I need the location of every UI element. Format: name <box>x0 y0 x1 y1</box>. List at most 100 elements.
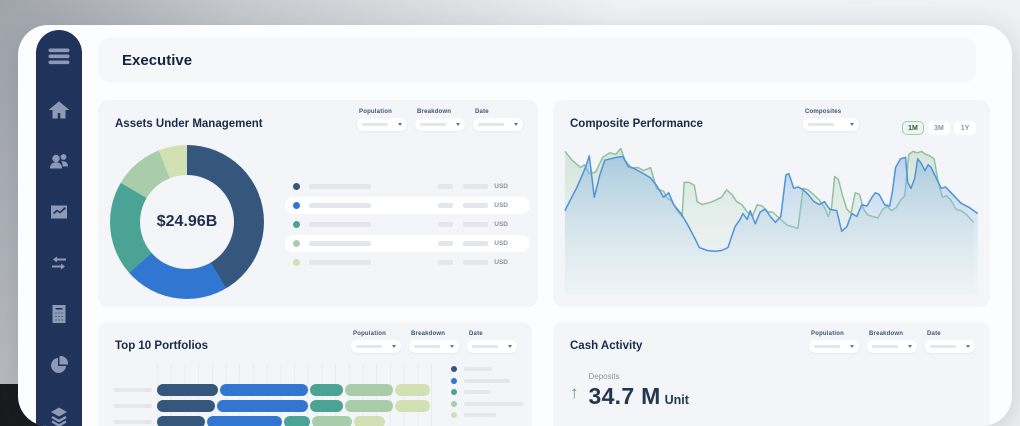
chevron-down-icon <box>398 123 402 126</box>
cash-filters: Population Breakdown Date <box>809 331 975 353</box>
placeholder-bar <box>472 344 498 349</box>
calculator-icon[interactable] <box>49 304 69 324</box>
placeholder-bar <box>463 241 489 246</box>
bar-segment <box>345 384 394 396</box>
bar-segment <box>344 400 393 412</box>
legend-dot <box>293 221 300 228</box>
legend-dot <box>451 389 457 395</box>
filter-select-date[interactable] <box>467 340 517 353</box>
legend-row[interactable]: USD <box>285 254 530 271</box>
legend-row[interactable]: USD <box>285 197 530 214</box>
composite-blue-line <box>564 155 979 253</box>
card-title: Assets Under Management <box>115 118 263 130</box>
filter-select-population[interactable] <box>809 340 859 353</box>
transactions-icon[interactable] <box>49 253 69 273</box>
filter-label: Breakdown <box>411 331 446 337</box>
currency-label: USD <box>494 259 508 266</box>
card-title: Top 10 Portfolios <box>115 340 209 352</box>
legend-row[interactable]: USD <box>285 216 530 233</box>
legend-item[interactable] <box>451 389 524 395</box>
filter-date: Date <box>467 331 517 353</box>
holdings-icon[interactable] <box>49 406 69 426</box>
legend-item[interactable] <box>451 377 524 384</box>
card-assets-under-management: Assets Under Management Population Breakd… <box>98 100 538 307</box>
placeholder-bar <box>356 344 382 349</box>
filter-label: Date <box>469 331 483 337</box>
filter-select-breakdown[interactable] <box>415 118 465 131</box>
filter-label: Population <box>811 331 844 337</box>
bar-segment <box>394 400 430 412</box>
performance-icon[interactable] <box>49 202 69 222</box>
placeholder-bar <box>420 122 446 127</box>
clients-icon[interactable] <box>49 151 69 171</box>
placeholder-bar <box>478 122 504 127</box>
filter-select-date[interactable] <box>925 340 975 353</box>
top10-rows <box>114 362 432 426</box>
portfolio-row[interactable] <box>114 416 432 426</box>
range-button-3m[interactable]: 3M <box>928 121 950 135</box>
home-icon[interactable] <box>49 100 69 120</box>
legend-dot <box>451 400 457 407</box>
placeholder-bar <box>362 122 388 127</box>
card-composite-performance: Composite Performance Composites 1M 3M 1Y <box>553 100 990 307</box>
aum-donut-chart[interactable]: $24.96B <box>110 145 264 299</box>
chevron-down-icon <box>450 345 454 348</box>
filter-breakdown: Breakdown <box>867 331 917 353</box>
bar-segment <box>312 416 353 426</box>
placeholder-bar <box>464 378 510 383</box>
placeholder-bar <box>814 344 840 349</box>
sidebar-nav <box>49 100 69 426</box>
range-button-1m[interactable]: 1M <box>902 121 924 135</box>
chevron-down-icon <box>850 345 854 348</box>
legend-row[interactable]: USD <box>285 178 530 195</box>
placeholder-bar <box>808 122 834 127</box>
filter-select-breakdown[interactable] <box>867 340 917 353</box>
placeholder-bar <box>464 413 496 417</box>
up-arrow-icon: ↑ <box>570 383 579 402</box>
placeholder-bar <box>309 241 371 246</box>
row-label-placeholder <box>114 419 152 425</box>
app-window: Executive Assets Under Management Popula… <box>18 25 1012 426</box>
filter-population: Population <box>809 331 859 353</box>
currency-label: USD <box>494 240 508 247</box>
stacked-bar <box>157 416 432 426</box>
legend-item[interactable] <box>451 366 524 372</box>
portfolio-row[interactable] <box>114 400 432 412</box>
sidebar <box>36 30 82 426</box>
bar-segment <box>157 416 206 426</box>
filter-select-population[interactable] <box>357 118 407 131</box>
filter-breakdown: Breakdown <box>409 331 459 353</box>
filter-label: Date <box>475 109 489 115</box>
aum-legend: USD USD USD USD USD <box>285 178 530 271</box>
menu-icon[interactable] <box>48 47 70 66</box>
row-label-placeholder <box>114 403 152 409</box>
allocation-icon[interactable] <box>49 355 69 375</box>
placeholder-bar <box>438 260 454 265</box>
placeholder-bar <box>463 260 489 265</box>
top10-stacked-bar-chart[interactable] <box>114 362 432 426</box>
chevron-down-icon <box>456 123 460 126</box>
legend-item[interactable] <box>451 412 524 418</box>
range-button-1y[interactable]: 1Y <box>954 121 976 135</box>
placeholder-bar <box>464 401 524 406</box>
placeholder-bar <box>438 241 454 246</box>
top10-filters: Population Breakdown Date <box>351 331 517 353</box>
portfolio-row[interactable] <box>114 384 432 396</box>
placeholder-bar <box>414 344 440 349</box>
filter-select-population[interactable] <box>351 340 401 353</box>
filter-label: Composites <box>805 109 842 115</box>
chevron-down-icon <box>508 345 512 348</box>
placeholder-bar <box>309 222 371 227</box>
filter-select-composites[interactable] <box>803 118 859 131</box>
performance-area-chart[interactable] <box>562 139 982 297</box>
filter-select-breakdown[interactable] <box>409 340 459 353</box>
filter-label: Date <box>927 331 941 337</box>
filter-date: Date <box>473 109 523 131</box>
card-top-10-portfolios: Top 10 Portfolios Population Breakdown Dat… <box>98 322 532 426</box>
legend-row[interactable]: USD <box>285 235 530 252</box>
metric-unit: Unit <box>664 393 689 407</box>
legend-item[interactable] <box>451 400 524 407</box>
filter-composites: Composites <box>803 109 859 131</box>
chevron-down-icon <box>392 345 396 348</box>
filter-select-date[interactable] <box>473 118 523 131</box>
